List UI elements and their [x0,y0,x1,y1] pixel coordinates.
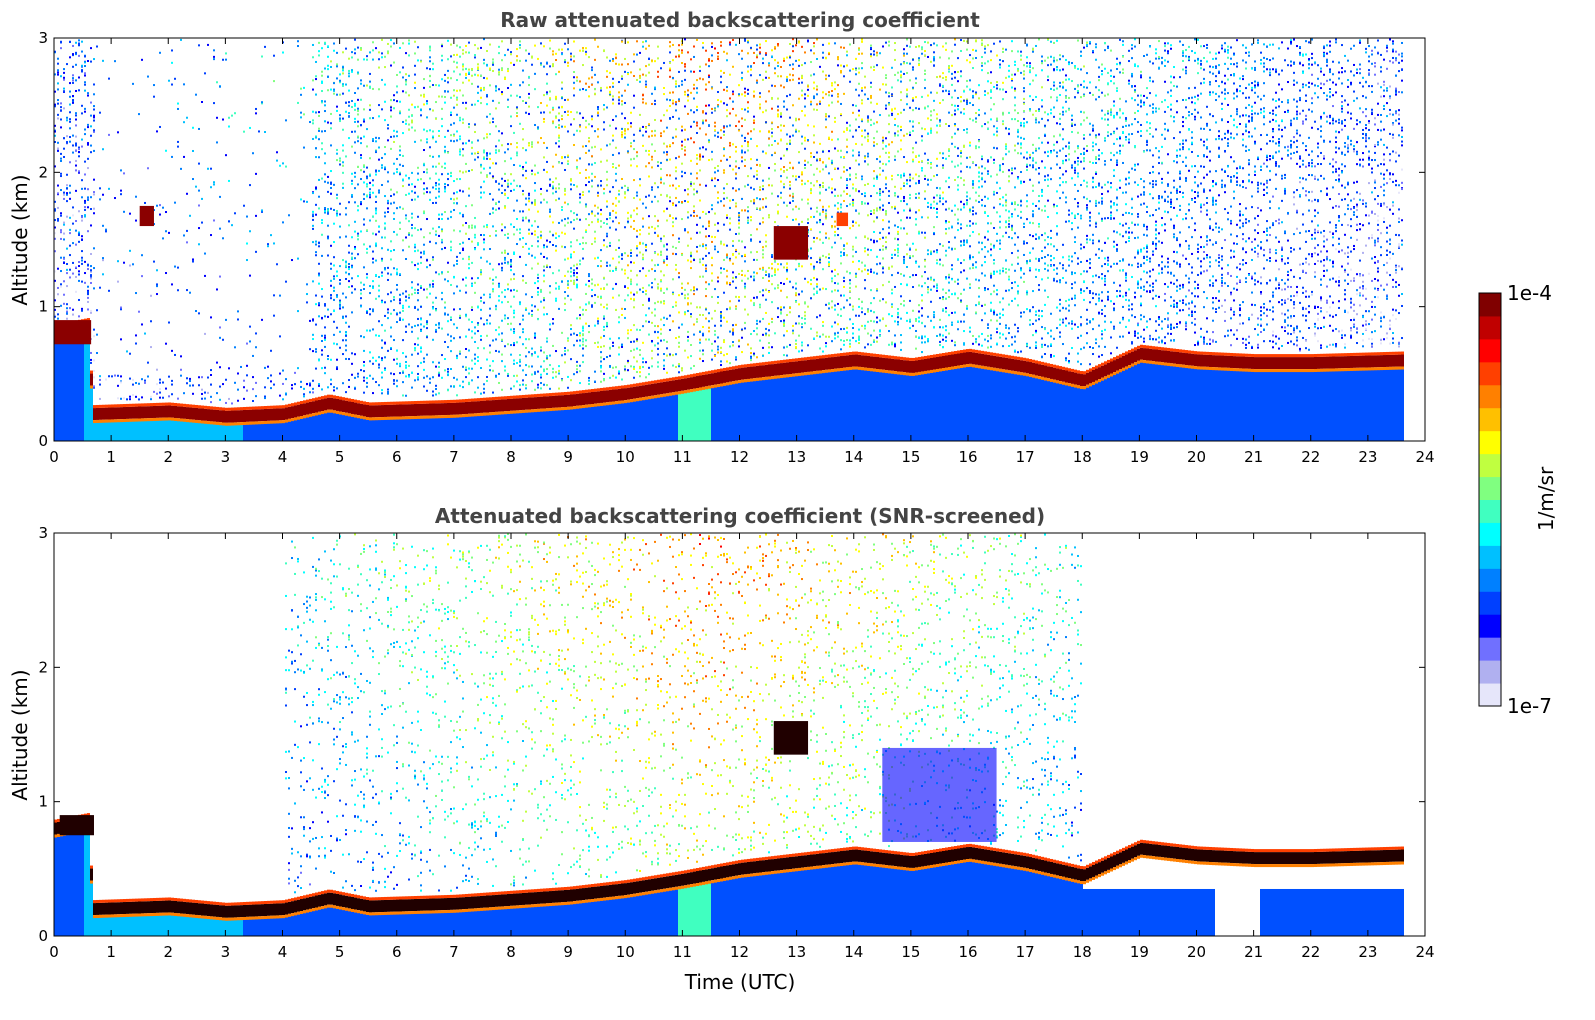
x-tick-label: 16 [958,448,977,466]
colorbar-cell [1479,384,1501,409]
x-tick-label: 19 [1130,448,1149,466]
panel2-ylabel: Altitude (km) [8,669,32,800]
x-tick-label: 0 [49,448,59,466]
colorbar-cell [1479,430,1501,455]
x-tick-label: 13 [787,448,806,466]
y-tick-label: 3 [38,524,48,542]
x-tick-label: 5 [335,943,345,961]
colorbar-unit-label: 1/m/sr [1534,466,1558,531]
x-tick-label: 23 [1358,448,1377,466]
colorbar-cell [1479,545,1501,569]
colorbar-cell [1479,453,1501,478]
x-tick-label: 20 [1187,943,1206,961]
x-tick-label: 8 [506,943,516,961]
x-tick-label: 17 [1016,943,1035,961]
x-tick-label: 18 [1073,943,1092,961]
colorbar: 1e-4 1e-7 1/m/sr [1478,281,1558,718]
x-tick-label: 19 [1130,943,1149,961]
y-tick-label: 3 [38,29,48,47]
panel2-title: Attenuated backscattering coefficient (S… [435,504,1045,528]
x-tick-label: 7 [449,943,459,961]
raw-backscatter-panel: Raw attenuated backscattering coefficien… [8,8,1435,466]
x-tick-label: 14 [844,448,863,466]
colorbar-cell [1479,683,1501,707]
x-tick-label: 10 [616,448,635,466]
x-tick-label: 3 [221,943,231,961]
colorbar-cell [1479,315,1501,340]
y-tick-label: 2 [38,163,48,181]
colorbar-cell [1479,637,1501,661]
y-tick-label: 0 [38,927,48,945]
panel1-title: Raw attenuated backscattering coefficien… [500,8,980,32]
x-tick-label: 9 [563,448,573,466]
panel1-y-ticks: 0 1 2 3 [38,29,1425,450]
x-tick-label: 22 [1301,943,1320,961]
colorbar-cell [1479,522,1501,546]
x-axis-label: Time (UTC) [684,970,796,994]
colorbar-frame [1478,292,1502,707]
y-tick-label: 1 [38,793,48,811]
colorbar-cell [1479,499,1501,523]
x-tick-label: 17 [1016,448,1035,466]
x-tick-label: 4 [278,448,288,466]
colorbar-gradient [1479,293,1501,707]
x-tick-label: 13 [787,943,806,961]
x-tick-label: 9 [563,943,573,961]
x-tick-label: 16 [958,943,977,961]
x-tick-label: 1 [106,448,116,466]
y-tick-label: 2 [38,658,48,676]
colorbar-cell [1479,476,1501,500]
colorbar-cell [1479,407,1501,432]
x-tick-label: 6 [392,448,402,466]
x-tick-label: 11 [673,943,692,961]
colorbar-cell [1479,591,1501,615]
x-tick-label: 12 [730,448,749,466]
x-tick-label: 5 [335,448,345,466]
x-tick-label: 6 [392,943,402,961]
x-tick-label: 3 [221,448,231,466]
x-tick-label: 24 [1415,943,1434,961]
panel1-heatmap [54,38,1404,441]
x-tick-label: 0 [49,943,59,961]
x-tick-label: 21 [1244,943,1263,961]
colorbar-cell [1479,660,1501,684]
colorbar-cell [1479,614,1501,638]
x-tick-label: 11 [673,448,692,466]
panel1-x-ticks: 0 1 2 3 4 5 6 7 8 9 10 11 12 13 14 15 16 17 18 19 20 21 22 23 24 [49,38,1435,466]
x-tick-label: 1 [106,943,116,961]
x-tick-label: 18 [1073,448,1092,466]
panel2-y-ticks: 0 1 2 3 [38,524,1425,945]
screened-backscatter-panel: Attenuated backscattering coefficient (S… [8,504,1435,994]
x-tick-label: 22 [1301,448,1320,466]
y-tick-label: 1 [38,298,48,316]
x-tick-label: 8 [506,448,516,466]
x-tick-label: 24 [1415,448,1434,466]
colorbar-min-label: 1e-7 [1507,694,1552,718]
colorbar-cell [1479,361,1501,386]
x-tick-label: 2 [163,448,173,466]
colorbar-max-label: 1e-4 [1507,281,1552,305]
x-tick-label: 23 [1358,943,1377,961]
panel2-x-ticks: 0 1 2 3 4 5 6 7 8 9 10 11 12 13 14 15 16 17 18 19 20 21 22 23 24 [49,533,1435,961]
colorbar-cell [1479,293,1501,317]
colorbar-cell [1479,338,1501,363]
x-tick-label: 15 [901,448,920,466]
x-tick-label: 4 [278,943,288,961]
x-tick-label: 21 [1244,448,1263,466]
x-tick-label: 15 [901,943,920,961]
colorbar-cell [1479,568,1501,592]
x-tick-label: 12 [730,943,749,961]
panel1-ylabel: Altitude (km) [8,174,32,305]
x-tick-label: 2 [163,943,173,961]
x-tick-label: 10 [616,943,635,961]
x-tick-label: 14 [844,943,863,961]
y-tick-label: 0 [38,432,48,450]
x-tick-label: 20 [1187,448,1206,466]
x-tick-label: 7 [449,448,459,466]
panel2-heatmap [54,533,1404,936]
